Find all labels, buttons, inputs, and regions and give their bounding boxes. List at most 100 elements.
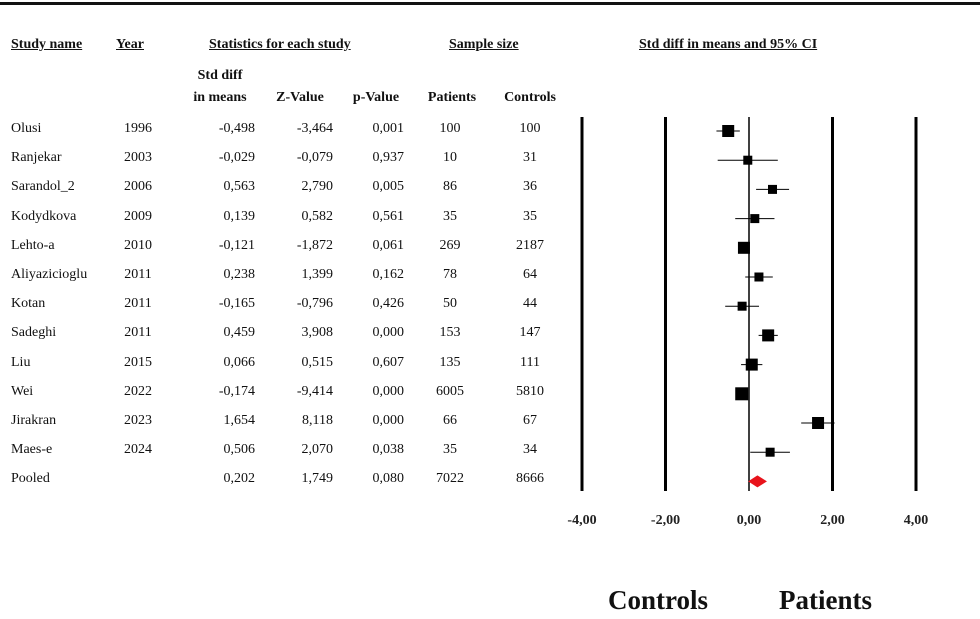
subheader-patients: Patients (427, 90, 477, 105)
subheader-controls: Controls (504, 90, 556, 105)
point-estimate-marker (737, 241, 750, 254)
cell-std-diff: 1,654 (223, 413, 256, 428)
cell-year: 1996 (124, 121, 152, 136)
cell-p-value: 0,000 (372, 325, 405, 341)
cell-z-value: 2,070 (301, 442, 334, 458)
cell-std-diff: 0,238 (223, 267, 256, 282)
cell-patients: 10 (443, 150, 457, 166)
cell-year: 2015 (124, 354, 152, 370)
subheader-std-diff-line1: Std diff (197, 68, 243, 83)
cell-patients: 153 (439, 325, 461, 341)
pooled-diamond (748, 475, 767, 488)
cell-study: Jirakran (11, 413, 57, 428)
cell-controls: 111 (520, 354, 540, 370)
cell-patients: 135 (439, 354, 461, 370)
header-year: Year (116, 37, 144, 52)
x-tick-label: -4,00 (567, 513, 596, 528)
cell-patients: 7022 (436, 471, 464, 487)
cell-study: Sadeghi (11, 325, 57, 341)
cell-study: Wei (11, 383, 34, 399)
cell-controls: 31 (523, 150, 537, 166)
cell-p-value: 0,000 (372, 413, 405, 428)
subheader-z-value: Z-Value (276, 90, 324, 105)
cell-study: Aliyazicioglu (11, 267, 88, 282)
header-study-name: Study name (11, 37, 83, 52)
cell-z-value: 8,118 (302, 413, 333, 428)
cell-std-diff: -0,121 (218, 237, 255, 253)
cell-z-value: -0,079 (296, 150, 333, 166)
cell-study: Sarandol_2 (11, 179, 75, 195)
cell-study: Kodydkova (11, 208, 77, 224)
cell-z-value: 0,582 (301, 208, 334, 224)
point-estimate-marker (768, 184, 778, 194)
top-rule (0, 2, 980, 5)
cell-study: Liu (11, 354, 31, 370)
cell-study: Ranjekar (11, 150, 62, 166)
cell-p-value: 0,001 (372, 121, 405, 136)
point-estimate-marker (750, 214, 760, 224)
cell-year: 2011 (124, 296, 152, 312)
header-statistics: Statistics for each study (209, 37, 351, 52)
point-estimate-marker (812, 417, 825, 429)
cell-controls: 36 (523, 179, 537, 195)
point-estimate-marker (765, 447, 775, 457)
cell-patients: 66 (443, 413, 457, 428)
cell-controls: 35 (523, 208, 537, 224)
cell-year: 2003 (124, 150, 152, 166)
cell-z-value: 2,790 (301, 179, 334, 195)
point-estimate-marker (737, 301, 747, 311)
cell-year: 2022 (124, 383, 152, 399)
cell-p-value: 0,061 (372, 237, 405, 253)
cell-year: 2011 (124, 325, 152, 341)
cell-patients: 35 (443, 208, 457, 224)
point-estimate-marker (754, 272, 764, 282)
cell-controls: 8666 (516, 471, 544, 487)
subheader-std-diff-line2: in means (193, 90, 247, 105)
cell-controls: 5810 (516, 383, 544, 399)
x-tick-label: 4,00 (904, 513, 929, 528)
cell-std-diff: 0,139 (223, 208, 256, 224)
cell-controls: 64 (523, 267, 537, 282)
cell-std-diff: 0,563 (223, 179, 256, 195)
cell-controls: 2187 (516, 237, 544, 253)
cell-patients: 269 (439, 237, 461, 253)
cell-year: 2023 (124, 413, 152, 428)
cell-patients: 86 (443, 179, 457, 195)
cell-std-diff: 0,202 (223, 471, 256, 487)
cell-controls: 44 (523, 296, 537, 312)
point-estimate-marker (735, 387, 749, 401)
point-estimate-marker (743, 155, 753, 165)
cell-std-diff: -0,029 (218, 150, 255, 166)
cell-std-diff: 0,506 (223, 442, 256, 458)
cell-z-value: -9,414 (296, 383, 333, 399)
cell-study: Maes-e (11, 442, 53, 458)
cell-year: 2024 (124, 442, 152, 458)
cell-study: Kotan (11, 296, 46, 312)
cell-p-value: 0,005 (372, 179, 405, 195)
cell-std-diff: -0,174 (218, 383, 255, 399)
x-tick-label: -2,00 (651, 513, 680, 528)
cell-study: Pooled (11, 471, 50, 487)
cell-p-value: 0,607 (372, 354, 405, 370)
cell-p-value: 0,038 (372, 442, 405, 458)
point-estimate-marker (745, 358, 758, 371)
cell-patients: 100 (439, 121, 461, 136)
cell-z-value: -1,872 (296, 237, 333, 253)
cell-p-value: 0,000 (372, 383, 405, 399)
cell-patients: 6005 (436, 383, 464, 399)
cell-controls: 67 (523, 413, 537, 428)
cell-patients: 35 (443, 442, 457, 458)
cell-z-value: 1,399 (301, 267, 334, 282)
cell-z-value: -3,464 (296, 121, 333, 136)
cell-year: 2010 (124, 237, 152, 253)
cell-study: Olusi (11, 121, 42, 136)
header-sample-size: Sample size (449, 37, 519, 52)
x-tick-label: 0,00 (737, 513, 762, 528)
cell-year: 2006 (124, 179, 152, 195)
cell-controls: 100 (519, 121, 541, 136)
cell-controls: 147 (519, 325, 541, 341)
cell-patients: 78 (443, 267, 457, 282)
x-tick-label: 2,00 (820, 513, 845, 528)
cell-p-value: 0,162 (372, 267, 405, 282)
